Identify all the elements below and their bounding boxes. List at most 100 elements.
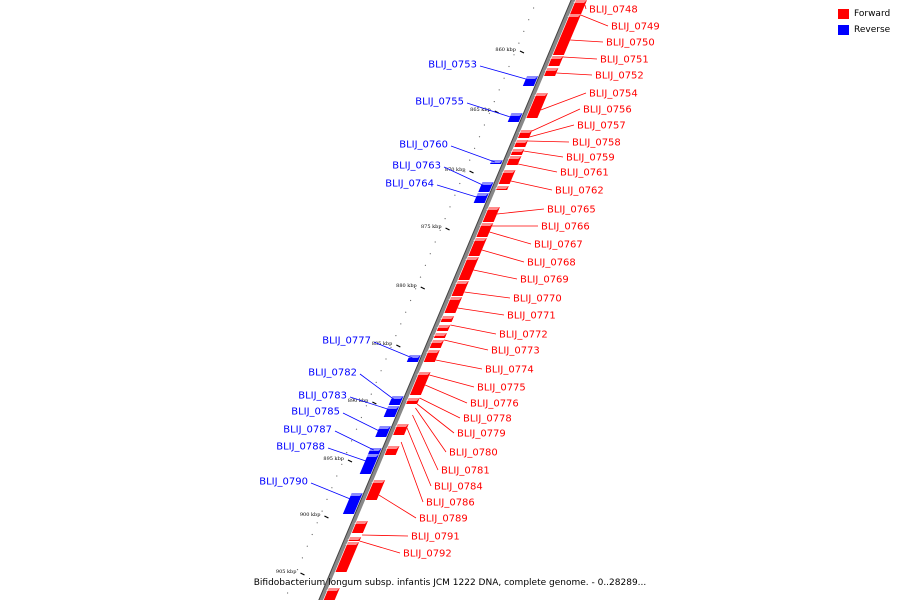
forward-gene-label[interactable]: BLIJ_0762 xyxy=(555,186,604,197)
gene-block[interactable] xyxy=(359,454,380,474)
forward-gene-label[interactable]: BLIJ_0751 xyxy=(600,55,649,66)
minor-tick-dot xyxy=(429,253,431,255)
gene-block-highlight xyxy=(347,537,362,540)
minor-tick-dot xyxy=(296,569,299,571)
reverse-gene-label[interactable]: BLIJ_0782 xyxy=(308,368,357,379)
reverse-gene-label[interactable]: BLIJ_0755 xyxy=(415,97,464,108)
genome-backbone xyxy=(318,0,576,600)
forward-gene-label[interactable]: BLIJ_0759 xyxy=(566,153,615,164)
gene-block[interactable] xyxy=(498,170,516,184)
forward-gene-label[interactable]: BLIJ_0780 xyxy=(449,448,498,459)
gene-block-highlight xyxy=(353,521,368,524)
forward-gene-label[interactable]: BLIJ_0756 xyxy=(583,105,632,116)
gene-block-highlight xyxy=(405,398,420,401)
reverse-gene-label[interactable]: BLIJ_0753 xyxy=(428,60,477,71)
reverse-leader-line xyxy=(479,65,530,81)
gene-blocks xyxy=(323,0,587,600)
gene-block[interactable] xyxy=(444,297,463,313)
forward-gene-label[interactable]: BLIJ_0776 xyxy=(470,399,519,410)
forward-gene-label[interactable]: BLIJ_0770 xyxy=(513,294,562,305)
forward-gene-label[interactable]: BLIJ_0773 xyxy=(491,346,540,357)
forward-gene-label[interactable]: BLIJ_0791 xyxy=(411,532,460,543)
reverse-gene-label[interactable]: BLIJ_0788 xyxy=(276,442,325,453)
gene-block-highlight xyxy=(348,493,363,496)
minor-tick-dot xyxy=(464,171,466,173)
forward-gene-label[interactable]: BLIJ_0786 xyxy=(426,498,475,509)
minor-tick-dot xyxy=(469,159,471,161)
forward-leader-line xyxy=(510,180,553,191)
gene-block[interactable] xyxy=(451,281,469,296)
gene-block-highlight xyxy=(436,325,451,328)
forward-gene-label[interactable]: BLIJ_0792 xyxy=(403,549,452,560)
tick-label: 870 kbp xyxy=(445,167,466,173)
forward-gene-label[interactable]: BLIJ_0754 xyxy=(589,89,638,100)
reverse-gene-label[interactable]: BLIJ_0760 xyxy=(399,140,448,151)
forward-leader-line xyxy=(517,163,558,173)
gene-block[interactable] xyxy=(476,223,494,237)
tick-label: 865 kbp xyxy=(470,107,491,113)
minor-tick-dot xyxy=(459,182,461,185)
minor-tick-dot xyxy=(375,381,377,383)
major-ticks: 860 kbp 865 kbp 870 kbp 875 kbp 880 kbp 885 k… xyxy=(276,47,525,576)
gene-block[interactable] xyxy=(482,207,500,222)
reverse-gene-label[interactable]: BLIJ_0777 xyxy=(322,336,371,347)
gene-block[interactable] xyxy=(458,257,479,280)
forward-gene-label[interactable]: BLIJ_0765 xyxy=(547,205,596,216)
gene-block[interactable] xyxy=(552,14,582,55)
gene-block-highlight xyxy=(448,297,463,300)
forward-gene-label[interactable]: BLIJ_0778 xyxy=(463,414,512,425)
gene-block[interactable] xyxy=(526,93,548,118)
forward-gene-label[interactable]: BLIJ_0752 xyxy=(595,71,644,82)
forward-leader-line xyxy=(412,414,439,471)
forward-leader-line xyxy=(481,249,525,263)
forward-gene-label[interactable]: BLIJ_0772 xyxy=(499,330,548,341)
forward-gene-label[interactable]: BLIJ_0779 xyxy=(457,429,506,440)
reverse-leader-line xyxy=(310,482,353,501)
gene-block[interactable] xyxy=(570,0,587,14)
reverse-gene-label[interactable]: BLIJ_0790 xyxy=(259,477,308,488)
minor-tick-dot xyxy=(385,358,387,360)
minor-tick-dot xyxy=(405,311,407,313)
legend-reverse-label: Reverse xyxy=(854,25,891,35)
forward-leader-line xyxy=(443,339,489,351)
gene-block-highlight xyxy=(549,56,564,59)
forward-gene-label[interactable]: BLIJ_0767 xyxy=(534,240,583,251)
gene-block-highlight xyxy=(440,316,455,319)
gene-block-highlight xyxy=(573,0,587,3)
minor-tick-dot xyxy=(523,30,525,32)
forward-gene-label[interactable]: BLIJ_0771 xyxy=(507,311,556,322)
gene-block-highlight xyxy=(507,156,522,159)
minor-tick-dot xyxy=(346,452,348,454)
forward-gene-label[interactable]: BLIJ_0774 xyxy=(485,365,534,376)
gene-block[interactable] xyxy=(335,542,360,572)
forward-leader-line xyxy=(556,72,593,76)
forward-gene-label[interactable]: BLIJ_0766 xyxy=(541,222,590,233)
reverse-gene-label[interactable]: BLIJ_0785 xyxy=(291,407,340,418)
reverse-gene-label[interactable]: BLIJ_0787 xyxy=(283,425,332,436)
forward-gene-label[interactable]: BLIJ_0789 xyxy=(419,514,468,525)
forward-gene-label[interactable]: BLIJ_0750 xyxy=(606,38,655,49)
forward-leader-line xyxy=(429,374,475,388)
gene-block[interactable] xyxy=(365,480,386,500)
reverse-gene-label[interactable]: BLIJ_0764 xyxy=(385,179,434,190)
forward-gene-label[interactable]: BLIJ_0784 xyxy=(434,482,483,493)
gene-block-highlight xyxy=(385,446,400,449)
forward-gene-label[interactable]: BLIJ_0749 xyxy=(611,22,660,33)
gene-block[interactable] xyxy=(342,493,363,514)
forward-gene-label[interactable]: BLIJ_0761 xyxy=(560,168,609,179)
forward-gene-label[interactable]: BLIJ_0758 xyxy=(572,138,621,149)
forward-gene-label[interactable]: BLIJ_0769 xyxy=(520,275,569,286)
forward-gene-label[interactable]: BLIJ_0748 xyxy=(589,5,638,16)
reverse-gene-label[interactable]: BLIJ_0783 xyxy=(298,391,347,402)
forward-gene-label[interactable]: BLIJ_0768 xyxy=(527,258,576,269)
forward-gene-label[interactable]: BLIJ_0757 xyxy=(577,121,626,132)
minor-tick-dots xyxy=(287,7,535,594)
reverse-gene-label[interactable]: BLIJ_0763 xyxy=(392,161,441,172)
gene-block[interactable] xyxy=(468,238,487,256)
forward-leader-line xyxy=(523,150,564,158)
minor-tick-dot xyxy=(301,557,303,559)
forward-gene-label[interactable]: BLIJ_0775 xyxy=(477,383,526,394)
forward-gene-label[interactable]: BLIJ_0781 xyxy=(441,466,490,477)
minor-tick-dot xyxy=(513,54,515,56)
gene-block[interactable] xyxy=(409,372,431,395)
